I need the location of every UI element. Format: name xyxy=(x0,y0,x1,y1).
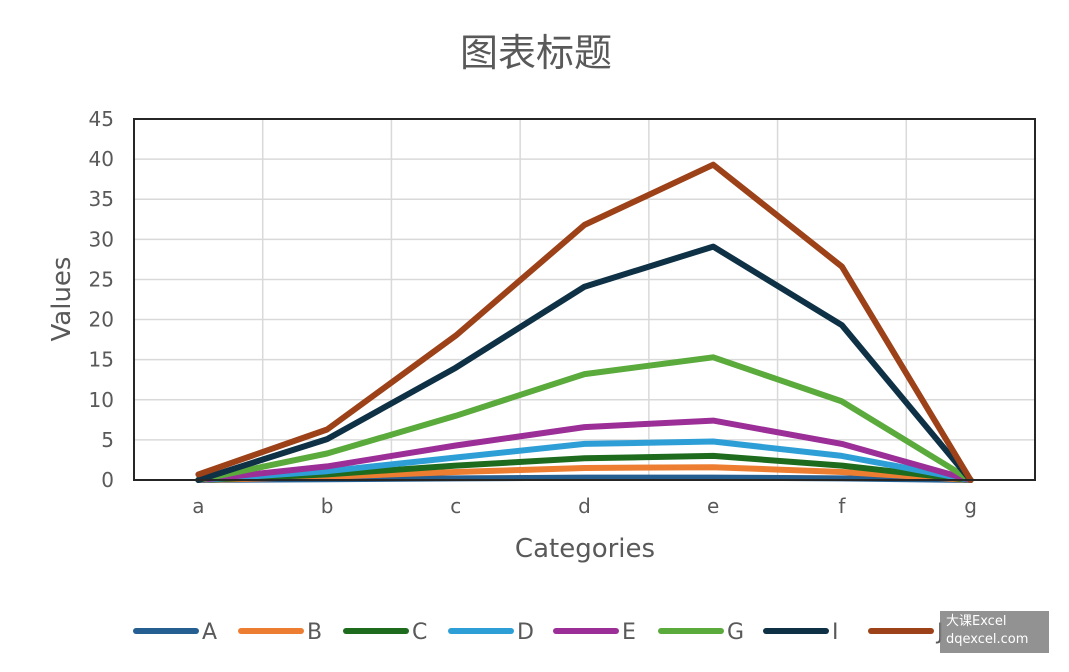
x-axis-ticks: a b c d e f g xyxy=(192,494,977,518)
y-tick-label: 15 xyxy=(89,348,114,372)
y-tick-label: 35 xyxy=(89,187,114,211)
watermark-line-1: 大课Excel xyxy=(946,614,1007,629)
legend-item-G: G xyxy=(658,620,744,645)
x-axis-title: Categories xyxy=(515,534,655,564)
y-tick-label: 10 xyxy=(89,388,114,412)
x-tick-label: e xyxy=(707,494,719,518)
grid-lines xyxy=(134,118,1035,481)
watermark: 大课Excel dqexcel.com xyxy=(940,611,1049,653)
watermark-line-2: dqexcel.com xyxy=(946,632,1029,647)
y-tick-label: 5 xyxy=(101,428,114,452)
legend-label: G xyxy=(727,620,744,645)
y-tick-label: 30 xyxy=(89,227,114,251)
series-lines xyxy=(195,161,974,483)
y-tick-label: 40 xyxy=(89,147,114,171)
legend-label: E xyxy=(622,620,636,645)
legend-item-I: I xyxy=(763,620,839,645)
x-tick-label: f xyxy=(838,494,846,518)
series-line-C xyxy=(195,452,974,483)
x-tick-label: g xyxy=(964,494,977,518)
legend-item-C: C xyxy=(343,620,427,645)
y-axis-ticks: 0 5 10 15 20 25 30 35 40 45 xyxy=(89,107,114,492)
legend-item-D: D xyxy=(448,620,534,645)
y-tick-label: 0 xyxy=(101,468,114,492)
legend-item-A: A xyxy=(133,620,217,645)
legend-label: C xyxy=(412,620,427,645)
legend-label: D xyxy=(517,620,534,645)
legend-label: J xyxy=(935,620,944,645)
legend-label: A xyxy=(202,620,217,645)
legend-label: I xyxy=(832,620,839,645)
chart-title: 图表标题 xyxy=(460,31,612,75)
x-tick-label: b xyxy=(321,494,334,518)
y-axis-title: Values xyxy=(47,257,77,342)
legend-label: B xyxy=(307,620,322,645)
legend: ABCDEGIJ xyxy=(133,620,944,645)
legend-item-E: E xyxy=(553,620,636,645)
series-line-I xyxy=(195,243,974,483)
series-line-J xyxy=(195,161,974,483)
x-tick-label: a xyxy=(192,494,204,518)
y-tick-label: 20 xyxy=(89,308,114,332)
legend-item-B: B xyxy=(238,620,322,645)
plot-area-border xyxy=(133,118,1036,481)
series-line-D xyxy=(195,438,974,483)
series-line-G xyxy=(195,354,974,483)
y-tick-label: 25 xyxy=(89,267,114,291)
y-tick-label: 45 xyxy=(89,107,114,131)
legend-item-J: J xyxy=(868,620,944,645)
x-tick-label: d xyxy=(578,494,591,518)
x-tick-label: c xyxy=(450,494,461,518)
series-line-E xyxy=(195,417,974,483)
